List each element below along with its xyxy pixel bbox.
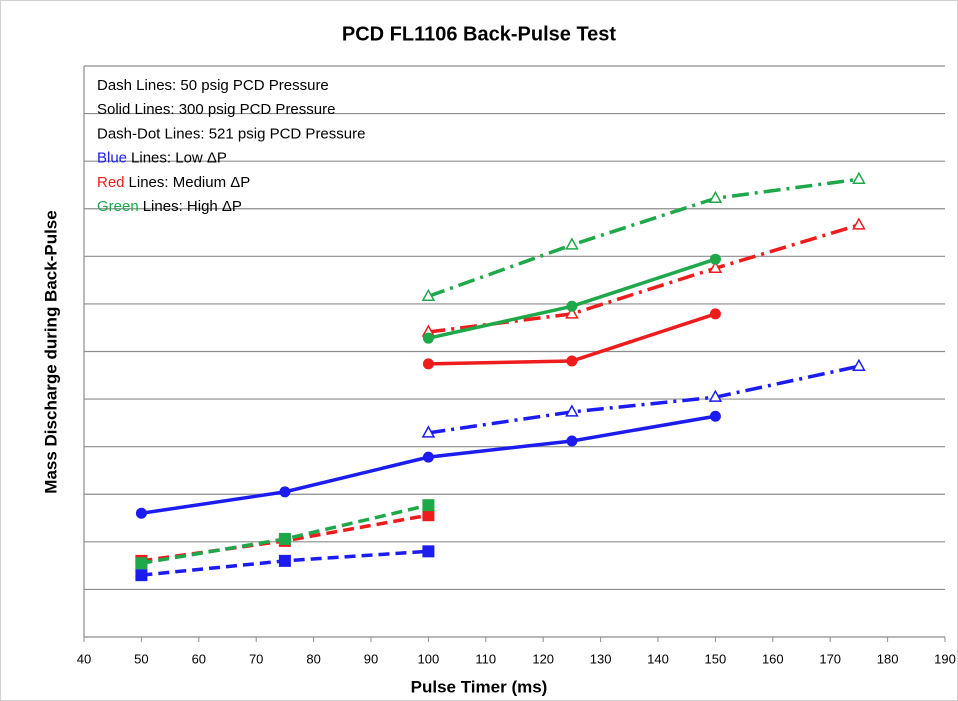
- x-tick-label: 80: [306, 651, 320, 666]
- annotation-text: Green: [97, 198, 139, 215]
- annotation: Blue Lines: Low ΔP: [97, 150, 227, 167]
- marker: [421, 425, 436, 438]
- marker: [852, 171, 866, 184]
- marker: [566, 355, 578, 367]
- annotation-text: Lines: Low ΔP: [131, 150, 227, 167]
- marker: [708, 190, 723, 204]
- annotation-text: Red: [97, 174, 125, 191]
- x-tick-label: 150: [705, 651, 727, 666]
- annotation-text: Solid Lines: 300 psig PCD Pressure: [97, 101, 335, 118]
- marker: [708, 260, 723, 273]
- x-tick-label: 170: [819, 651, 841, 666]
- marker: [565, 306, 579, 319]
- marker: [135, 557, 148, 570]
- annotation: Solid Lines: 300 psig PCD Pressure: [97, 101, 335, 118]
- marker: [709, 410, 721, 422]
- x-tick-label: 160: [762, 651, 784, 666]
- x-tick-label: 50: [134, 651, 148, 666]
- annotation: Dash-Dot Lines: 521 psig PCD Pressure: [97, 125, 365, 142]
- x-tick-label: 190: [934, 651, 956, 666]
- marker: [422, 509, 435, 522]
- marker: [852, 358, 866, 372]
- annotation: Red Lines: Medium ΔP: [97, 174, 250, 191]
- x-tick-label: 40: [77, 651, 91, 666]
- annotation-text: Dash-Dot Lines: 521 psig PCD Pressure: [97, 125, 365, 142]
- marker: [421, 288, 436, 302]
- marker: [566, 300, 578, 312]
- marker: [709, 308, 721, 320]
- annotation-text: Blue: [97, 150, 127, 167]
- marker: [279, 486, 291, 498]
- annotation: Dash Lines: 50 psig PCD Pressure: [97, 77, 329, 94]
- marker: [135, 507, 147, 519]
- x-tick-label: 100: [418, 651, 440, 666]
- marker: [565, 404, 579, 417]
- marker: [135, 569, 148, 582]
- annotation: Green Lines: High ΔP: [97, 198, 242, 215]
- marker: [422, 358, 434, 370]
- marker: [565, 237, 579, 250]
- y-axis-label: Mass Discharge during Back-Pulse: [41, 210, 60, 493]
- marker: [566, 435, 578, 447]
- marker: [422, 545, 435, 558]
- x-axis-label: Pulse Timer (ms): [411, 677, 548, 696]
- x-tick-label: 110: [475, 651, 496, 666]
- x-tick-label: 90: [364, 651, 378, 666]
- marker: [708, 389, 723, 402]
- marker: [422, 332, 434, 344]
- annotation-text: Dash Lines: 50 psig PCD Pressure: [97, 77, 329, 94]
- series-line: [427, 177, 860, 298]
- marker: [422, 499, 435, 512]
- marker: [709, 253, 721, 265]
- x-tick-label: 140: [647, 651, 669, 666]
- x-tick-label: 130: [590, 651, 612, 666]
- marker: [422, 451, 434, 463]
- marker: [852, 217, 866, 230]
- annotation-text: Lines: High ΔP: [143, 198, 242, 215]
- x-tick-label: 120: [532, 651, 554, 666]
- x-tick-label: 180: [877, 651, 899, 666]
- chart-title: PCD FL1106 Back-Pulse Test: [342, 23, 617, 45]
- x-tick-label: 60: [192, 651, 206, 666]
- annotation-text: Lines: Medium ΔP: [129, 174, 251, 191]
- marker: [278, 554, 291, 567]
- series-line: [428, 364, 860, 435]
- x-tick-label: 70: [249, 651, 263, 666]
- marker: [278, 532, 291, 545]
